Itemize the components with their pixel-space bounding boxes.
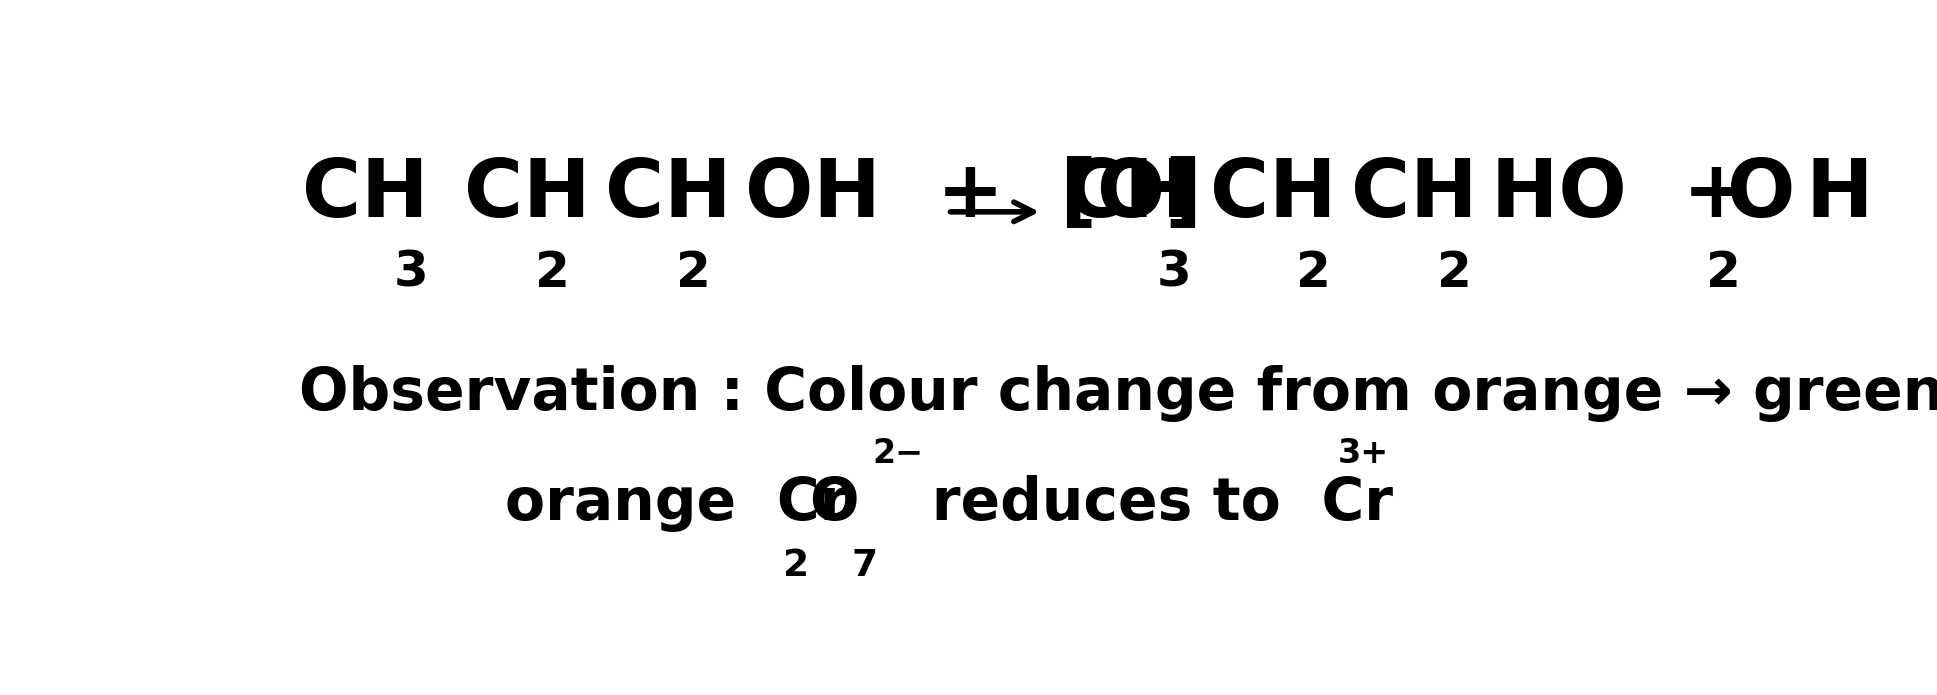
Text: reduces to  Cr: reduces to Cr — [891, 475, 1393, 532]
Text: CH: CH — [1352, 156, 1478, 234]
Text: CH: CH — [1065, 156, 1191, 234]
Text: 3: 3 — [1156, 249, 1191, 297]
Text: 2: 2 — [1437, 249, 1472, 297]
Text: CH: CH — [465, 156, 591, 234]
Text: orange  Cr: orange Cr — [506, 475, 848, 532]
Text: O: O — [1726, 156, 1796, 234]
Text: O: O — [810, 475, 860, 532]
Text: 2: 2 — [535, 249, 569, 297]
Text: 3: 3 — [393, 249, 428, 297]
Text: 7: 7 — [852, 548, 877, 584]
Text: 2: 2 — [1706, 249, 1741, 297]
Text: Observation : Colour change from orange → green: Observation : Colour change from orange … — [298, 365, 1937, 422]
Text: 2: 2 — [783, 548, 808, 584]
Text: 2−: 2− — [872, 437, 924, 471]
Text: CH: CH — [1211, 156, 1337, 234]
Text: 2: 2 — [1296, 249, 1331, 297]
Text: CH: CH — [606, 156, 732, 234]
Text: HO  +  H: HO + H — [1491, 156, 1873, 234]
Text: 2: 2 — [676, 249, 711, 297]
Text: 3+: 3+ — [1338, 437, 1389, 471]
Text: CH: CH — [302, 156, 428, 234]
Text: OH  +  [O]: OH + [O] — [746, 156, 1203, 234]
